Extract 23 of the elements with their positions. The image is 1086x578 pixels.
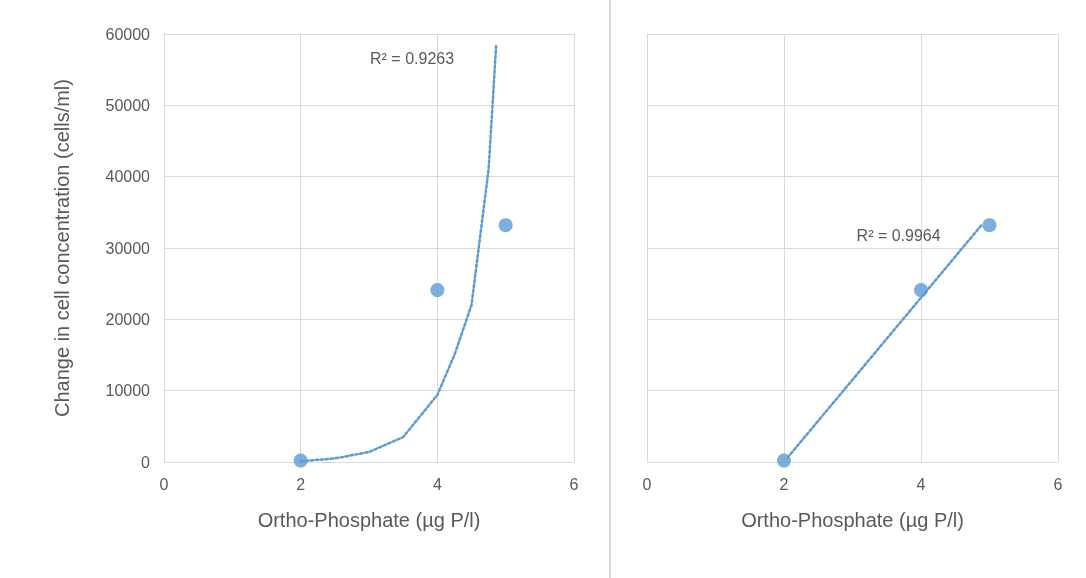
annotation: R² = 0.9263 [370,49,455,67]
x-tick-label: 0 [159,475,169,493]
y-tick-label: 0 [141,453,151,471]
x-tick-label: 4 [432,475,442,493]
x-tick-label: 4 [916,475,926,493]
y-tick-label: 60000 [105,25,151,43]
annotation: R² = 0.9964 [856,227,941,245]
x-axis-title: Ortho-Phosphate (µg P/l) [741,509,964,531]
y-tick-label: 30000 [105,239,151,257]
y-axis-title: Change in cell concentration (cells/ml) [51,79,73,417]
y-tick-label: 20000 [105,310,151,328]
x-tick-label: 2 [296,475,306,493]
point [430,283,445,298]
x-tick-label: 6 [1053,475,1063,493]
point [293,453,308,468]
x-tick-label: 6 [569,475,579,493]
x-axis-title: Ortho-Phosphate (µg P/l) [257,509,481,531]
x-tick-label: 2 [779,475,789,493]
y-tick-label: 50000 [105,96,151,114]
x-tick-label: 0 [642,475,652,493]
y-tick-label: 10000 [105,382,151,400]
point [498,218,513,233]
y-tick-label: 40000 [105,168,151,186]
